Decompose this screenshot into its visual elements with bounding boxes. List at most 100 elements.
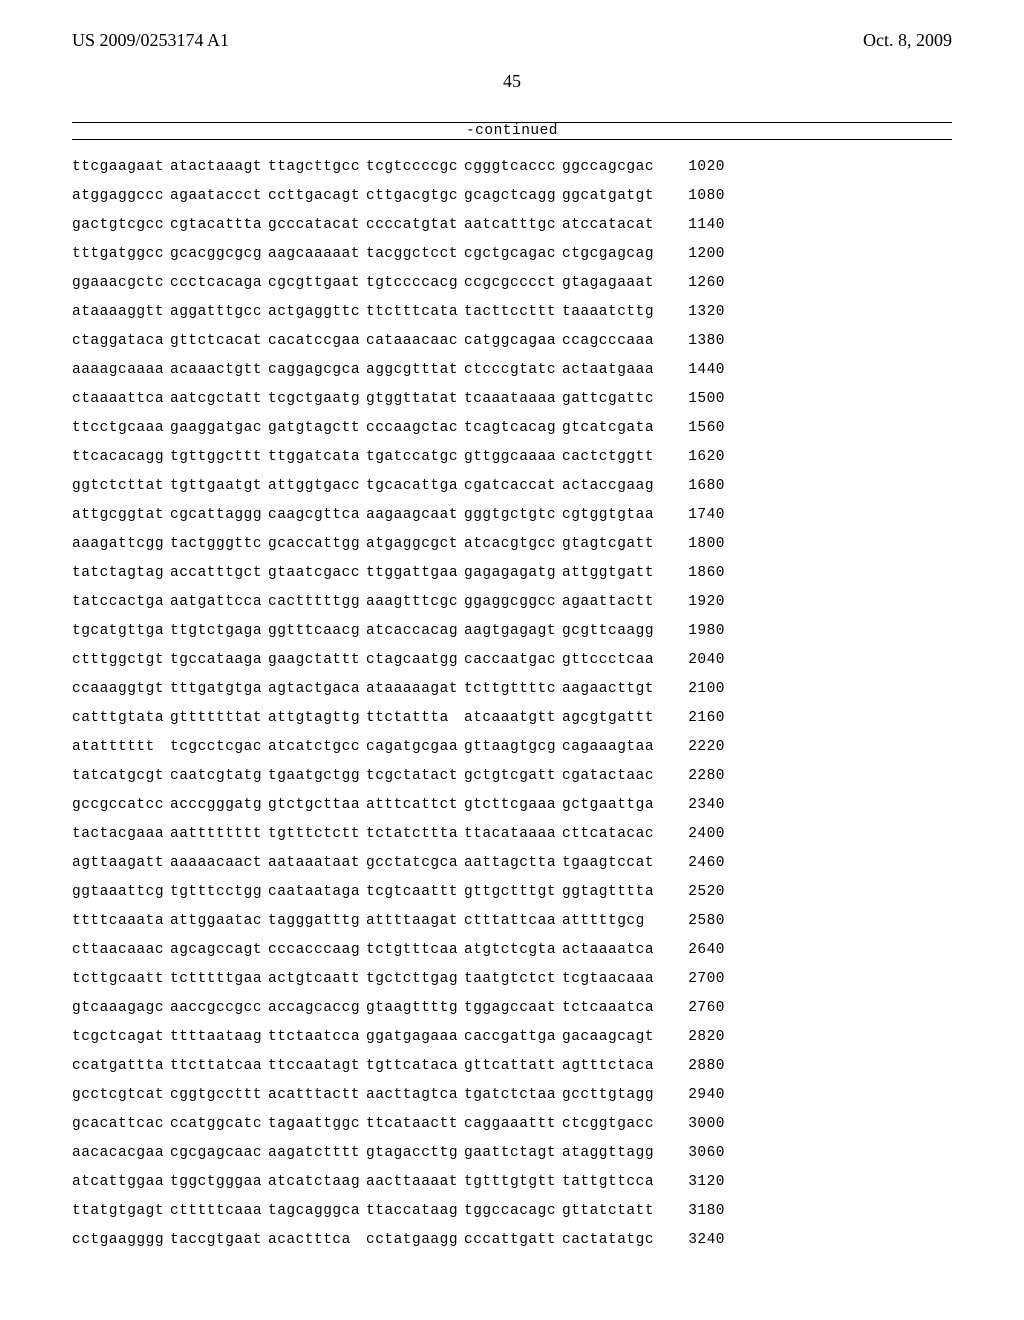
- sequence-group: tagggatttg: [268, 914, 366, 929]
- sequence-group: tcgtccccgc: [366, 160, 464, 175]
- sequence-group: atatttttt: [72, 740, 170, 755]
- sequence-row: ccatgatttattcttatcaattccaatagttgttcataca…: [72, 1059, 952, 1074]
- sequence-position: 1320: [660, 305, 725, 320]
- sequence-group: tatccactga: [72, 595, 170, 610]
- sequence-row: ttttcaaataattggaatactagggatttgattttaagat…: [72, 914, 952, 929]
- sequence-group: gctgtcgatt: [464, 769, 562, 784]
- sequence-position: 3000: [660, 1117, 725, 1132]
- sequence-groups: attgcggtatcgcattagggcaagcgttcaaagaagcaat…: [72, 508, 660, 523]
- sequence-position: 2640: [660, 943, 725, 958]
- sequence-group: ttatgtgagt: [72, 1204, 170, 1219]
- sequence-group: tggagccaat: [464, 1001, 562, 1016]
- sequence-group: ctttattcaa: [464, 914, 562, 929]
- sequence-group: gccttgtagg: [562, 1088, 660, 1103]
- sequence-group: aagaacttgt: [562, 682, 660, 697]
- sequence-group: tctttttgaa: [170, 972, 268, 987]
- sequence-position: 2580: [660, 914, 725, 929]
- sequence-group: ttctattta: [366, 711, 464, 726]
- sequence-row: attgcggtatcgcattagggcaagcgttcaaagaagcaat…: [72, 508, 952, 523]
- sequence-row: atatttttttcgcctcgacatcatctgcccagatgcgaag…: [72, 740, 952, 755]
- sequence-group: gcacggcgcg: [170, 247, 268, 262]
- sequence-group: taatgtctct: [464, 972, 562, 987]
- sequence-group: cgctgcagac: [464, 247, 562, 262]
- sequence-group: cactttttgg: [268, 595, 366, 610]
- sequence-group: gttccctcaa: [562, 653, 660, 668]
- sequence-group: cactctggtt: [562, 450, 660, 465]
- sequence-position: 1800: [660, 537, 725, 552]
- sequence-row: ggaaacgctcccctcacagacgcgttgaattgtccccacg…: [72, 276, 952, 291]
- sequence-group: atgaggcgct: [366, 537, 464, 552]
- sequence-row: tcttgcaatttctttttgaaactgtcaatttgctcttgag…: [72, 972, 952, 987]
- sequence-group: tcgctgaatg: [268, 392, 366, 407]
- sequence-group: gttggcaaaa: [464, 450, 562, 465]
- sequence-group: ttggattgaa: [366, 566, 464, 581]
- sequence-position: 2160: [660, 711, 725, 726]
- sequence-group: cataaacaac: [366, 334, 464, 349]
- sequence-group: gtcaaagagc: [72, 1001, 170, 1016]
- sequence-groups: atatttttttcgcctcgacatcatctgcccagatgcgaag…: [72, 740, 660, 755]
- sequence-groups: cctgaaggggtaccgtgaatacactttcacctatgaaggc…: [72, 1233, 660, 1248]
- sequence-group: gaattctagt: [464, 1146, 562, 1161]
- sequence-row: catttgtatagtttttttatattgtagttgttctatttaa…: [72, 711, 952, 726]
- sequence-group: actaaaatca: [562, 943, 660, 958]
- sequence-group: ataggttagg: [562, 1146, 660, 1161]
- sequence-row: tatcatgcgtcaatcgtatgtgaatgctggtcgctatact…: [72, 769, 952, 784]
- sequence-group: agtttctaca: [562, 1059, 660, 1074]
- sequence-group: gtaagttttg: [366, 1001, 464, 1016]
- sequence-group: aataaataat: [268, 856, 366, 871]
- sequence-group: cacatccgaa: [268, 334, 366, 349]
- sequence-groups: ttttcaaataattggaatactagggatttgattttaagat…: [72, 914, 660, 929]
- sequence-row: ggtctcttattgttgaatgtattggtgacctgcacattga…: [72, 479, 952, 494]
- sequence-row: aacacacgaacgcgagcaacaagatcttttgtagaccttg…: [72, 1146, 952, 1161]
- sequence-row: ggtaaattcgtgtttcctggcaataatagatcgtcaattt…: [72, 885, 952, 900]
- sequence-group: tatctagtag: [72, 566, 170, 581]
- sequence-group: agttaagatt: [72, 856, 170, 871]
- sequence-group: aatttttttt: [170, 827, 268, 842]
- sequence-group: gattcgattc: [562, 392, 660, 407]
- sequence-position: 1140: [660, 218, 725, 233]
- sequence-group: atcaaatgtt: [464, 711, 562, 726]
- sequence-groups: aaagattcggtactgggttcgcaccattggatgaggcgct…: [72, 537, 660, 552]
- sequence-group: aattagctta: [464, 856, 562, 871]
- sequence-group: actgtcaatt: [268, 972, 366, 987]
- sequence-group: aagtgagagt: [464, 624, 562, 639]
- sequence-group: gtagtcgatt: [562, 537, 660, 552]
- sequence-group: cccaagctac: [366, 421, 464, 436]
- sequence-row: tttgatggccgcacggcgcgaagcaaaaattacggctcct…: [72, 247, 952, 262]
- sequence-group: gtcttcgaaa: [464, 798, 562, 813]
- sequence-position: 1920: [660, 595, 725, 610]
- sequence-group: cgatcaccat: [464, 479, 562, 494]
- sequence-group: tcgtcaattt: [366, 885, 464, 900]
- sequence-group: aacacacgaa: [72, 1146, 170, 1161]
- sequence-group: tctgtttcaa: [366, 943, 464, 958]
- sequence-group: ccctcacaga: [170, 276, 268, 291]
- sequence-group: ctagcaatgg: [366, 653, 464, 668]
- sequence-group: gactgtcgcc: [72, 218, 170, 233]
- sequence-row: atcattggaatggctgggaaatcatctaagaacttaaaat…: [72, 1175, 952, 1190]
- sequence-groups: ctaaaattcaaatcgctatttcgctgaatggtggttatat…: [72, 392, 660, 407]
- sequence-group: caagcgttca: [268, 508, 366, 523]
- sequence-group: ggatgagaaa: [366, 1030, 464, 1045]
- sequence-group: tcagtcacag: [464, 421, 562, 436]
- sequence-group: atcatctgcc: [268, 740, 366, 755]
- sequence-position: 2040: [660, 653, 725, 668]
- sequence-group: gtttttttat: [170, 711, 268, 726]
- sequence-group: ttcataactt: [366, 1117, 464, 1132]
- sequence-group: agtactgaca: [268, 682, 366, 697]
- sequence-group: gtctgcttaa: [268, 798, 366, 813]
- sequence-group: cgcgagcaac: [170, 1146, 268, 1161]
- sequence-group: ctcggtgacc: [562, 1117, 660, 1132]
- sequence-groups: aaaagcaaaaacaaactgttcaggagcgcaaggcgtttat…: [72, 363, 660, 378]
- sequence-group: ttccaatagt: [268, 1059, 366, 1074]
- sequence-row: ttcgaagaatatactaaagtttagcttgcctcgtccccgc…: [72, 160, 952, 175]
- sequence-row: ctaaaattcaaatcgctatttcgctgaatggtggttatat…: [72, 392, 952, 407]
- sequence-row: aaagattcggtactgggttcgcaccattggatgaggcgct…: [72, 537, 952, 552]
- rule-bottom: [72, 139, 952, 140]
- sequence-group: ccttgacagt: [268, 189, 366, 204]
- pub-number: US 2009/0253174 A1: [72, 30, 229, 51]
- sequence-group: tactacgaaa: [72, 827, 170, 842]
- sequence-group: gtaatcgacc: [268, 566, 366, 581]
- sequence-groups: tcttgcaatttctttttgaaactgtcaatttgctcttgag…: [72, 972, 660, 987]
- sequence-group: aagatctttt: [268, 1146, 366, 1161]
- sequence-group: gttatctatt: [562, 1204, 660, 1219]
